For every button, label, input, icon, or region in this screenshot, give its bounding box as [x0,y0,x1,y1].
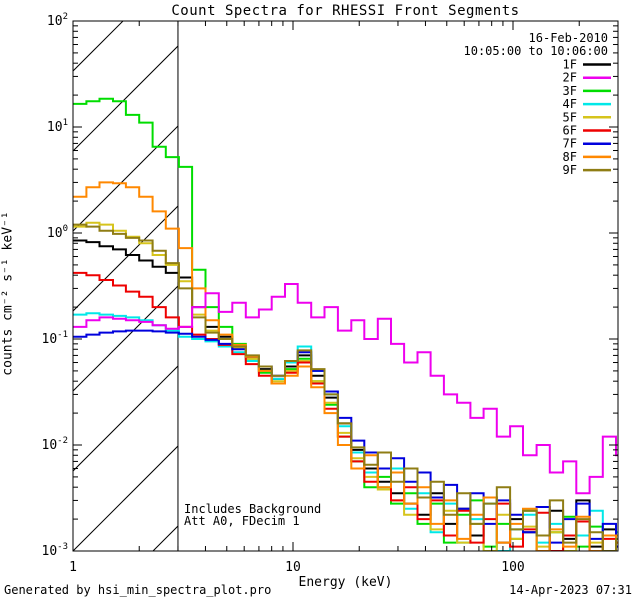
legend-entry-1F: 1F [563,58,611,72]
legend-entry-4F: 4F [563,97,611,111]
legend-label-6F: 6F [563,124,577,138]
y-tick-label: 10-3 [42,542,69,559]
legend-label-9F: 9F [563,163,577,177]
y-tick-label: 10-2 [42,436,69,453]
background-hatch-region [73,21,640,551]
legend-entry-3F: 3F [563,84,611,98]
observation-time-range-label: 10:05:00 to 10:06:00 [463,44,609,58]
legend-label-3F: 3F [563,84,577,98]
legend-entry-5F: 5F [563,110,611,124]
x-axis-label: Energy (keV) [298,575,393,590]
legend-label-8F: 8F [563,150,577,164]
legend-label-2F: 2F [563,71,577,85]
hatch-line [73,21,124,72]
y-axis-label: counts cm⁻² s⁻¹ keV⁻¹ [0,211,16,376]
hatch-line [233,21,640,551]
series-9F-curve [73,223,618,551]
render-timestamp-label: 14-Apr-2023 07:31 [509,583,632,597]
legend-entry-2F: 2F [563,71,611,85]
x-tick-label: 10 [285,560,301,575]
legend-label-1F: 1F [563,58,577,72]
hatch-line [73,125,178,232]
hatch-line [73,365,178,472]
legend-entry-8F: 8F [563,150,611,164]
hatch-line [73,205,178,312]
y-tick-label: 10-1 [42,330,69,347]
y-tick-label: 100 [47,224,68,241]
spectra-curves [73,97,618,551]
hatch-line [73,45,178,152]
series-2F-curve [73,283,618,495]
legend-entry-7F: 7F [563,137,611,151]
series-1F-curve [73,239,618,551]
legend-label-7F: 7F [563,137,577,151]
y-tick-label: 102 [47,12,68,29]
plot-border [72,20,619,552]
includes-background-note: Includes Background [184,502,322,516]
x-tick-label: 100 [501,560,524,575]
legend-label-5F: 5F [563,110,577,124]
x-tick-label: 1 [69,560,77,575]
series-8F-curve [73,181,618,551]
generated-by-label: Generated by hsi_min_spectra_plot.pro [4,583,272,597]
legend-entry-6F: 6F [563,124,611,138]
chart-title: Count Spectra for RHESSI Front Segments [171,3,520,19]
legend-label-4F: 4F [563,97,577,111]
series-5F-curve [73,221,618,551]
hatch-line [73,445,178,551]
y-tick-label: 101 [47,118,68,135]
legend-entry-9F: 9F [563,163,611,177]
attenuator-note: Att A0, FDecim 1 [184,514,300,528]
observation-date-label: 16-Feb-2010 [528,31,608,45]
